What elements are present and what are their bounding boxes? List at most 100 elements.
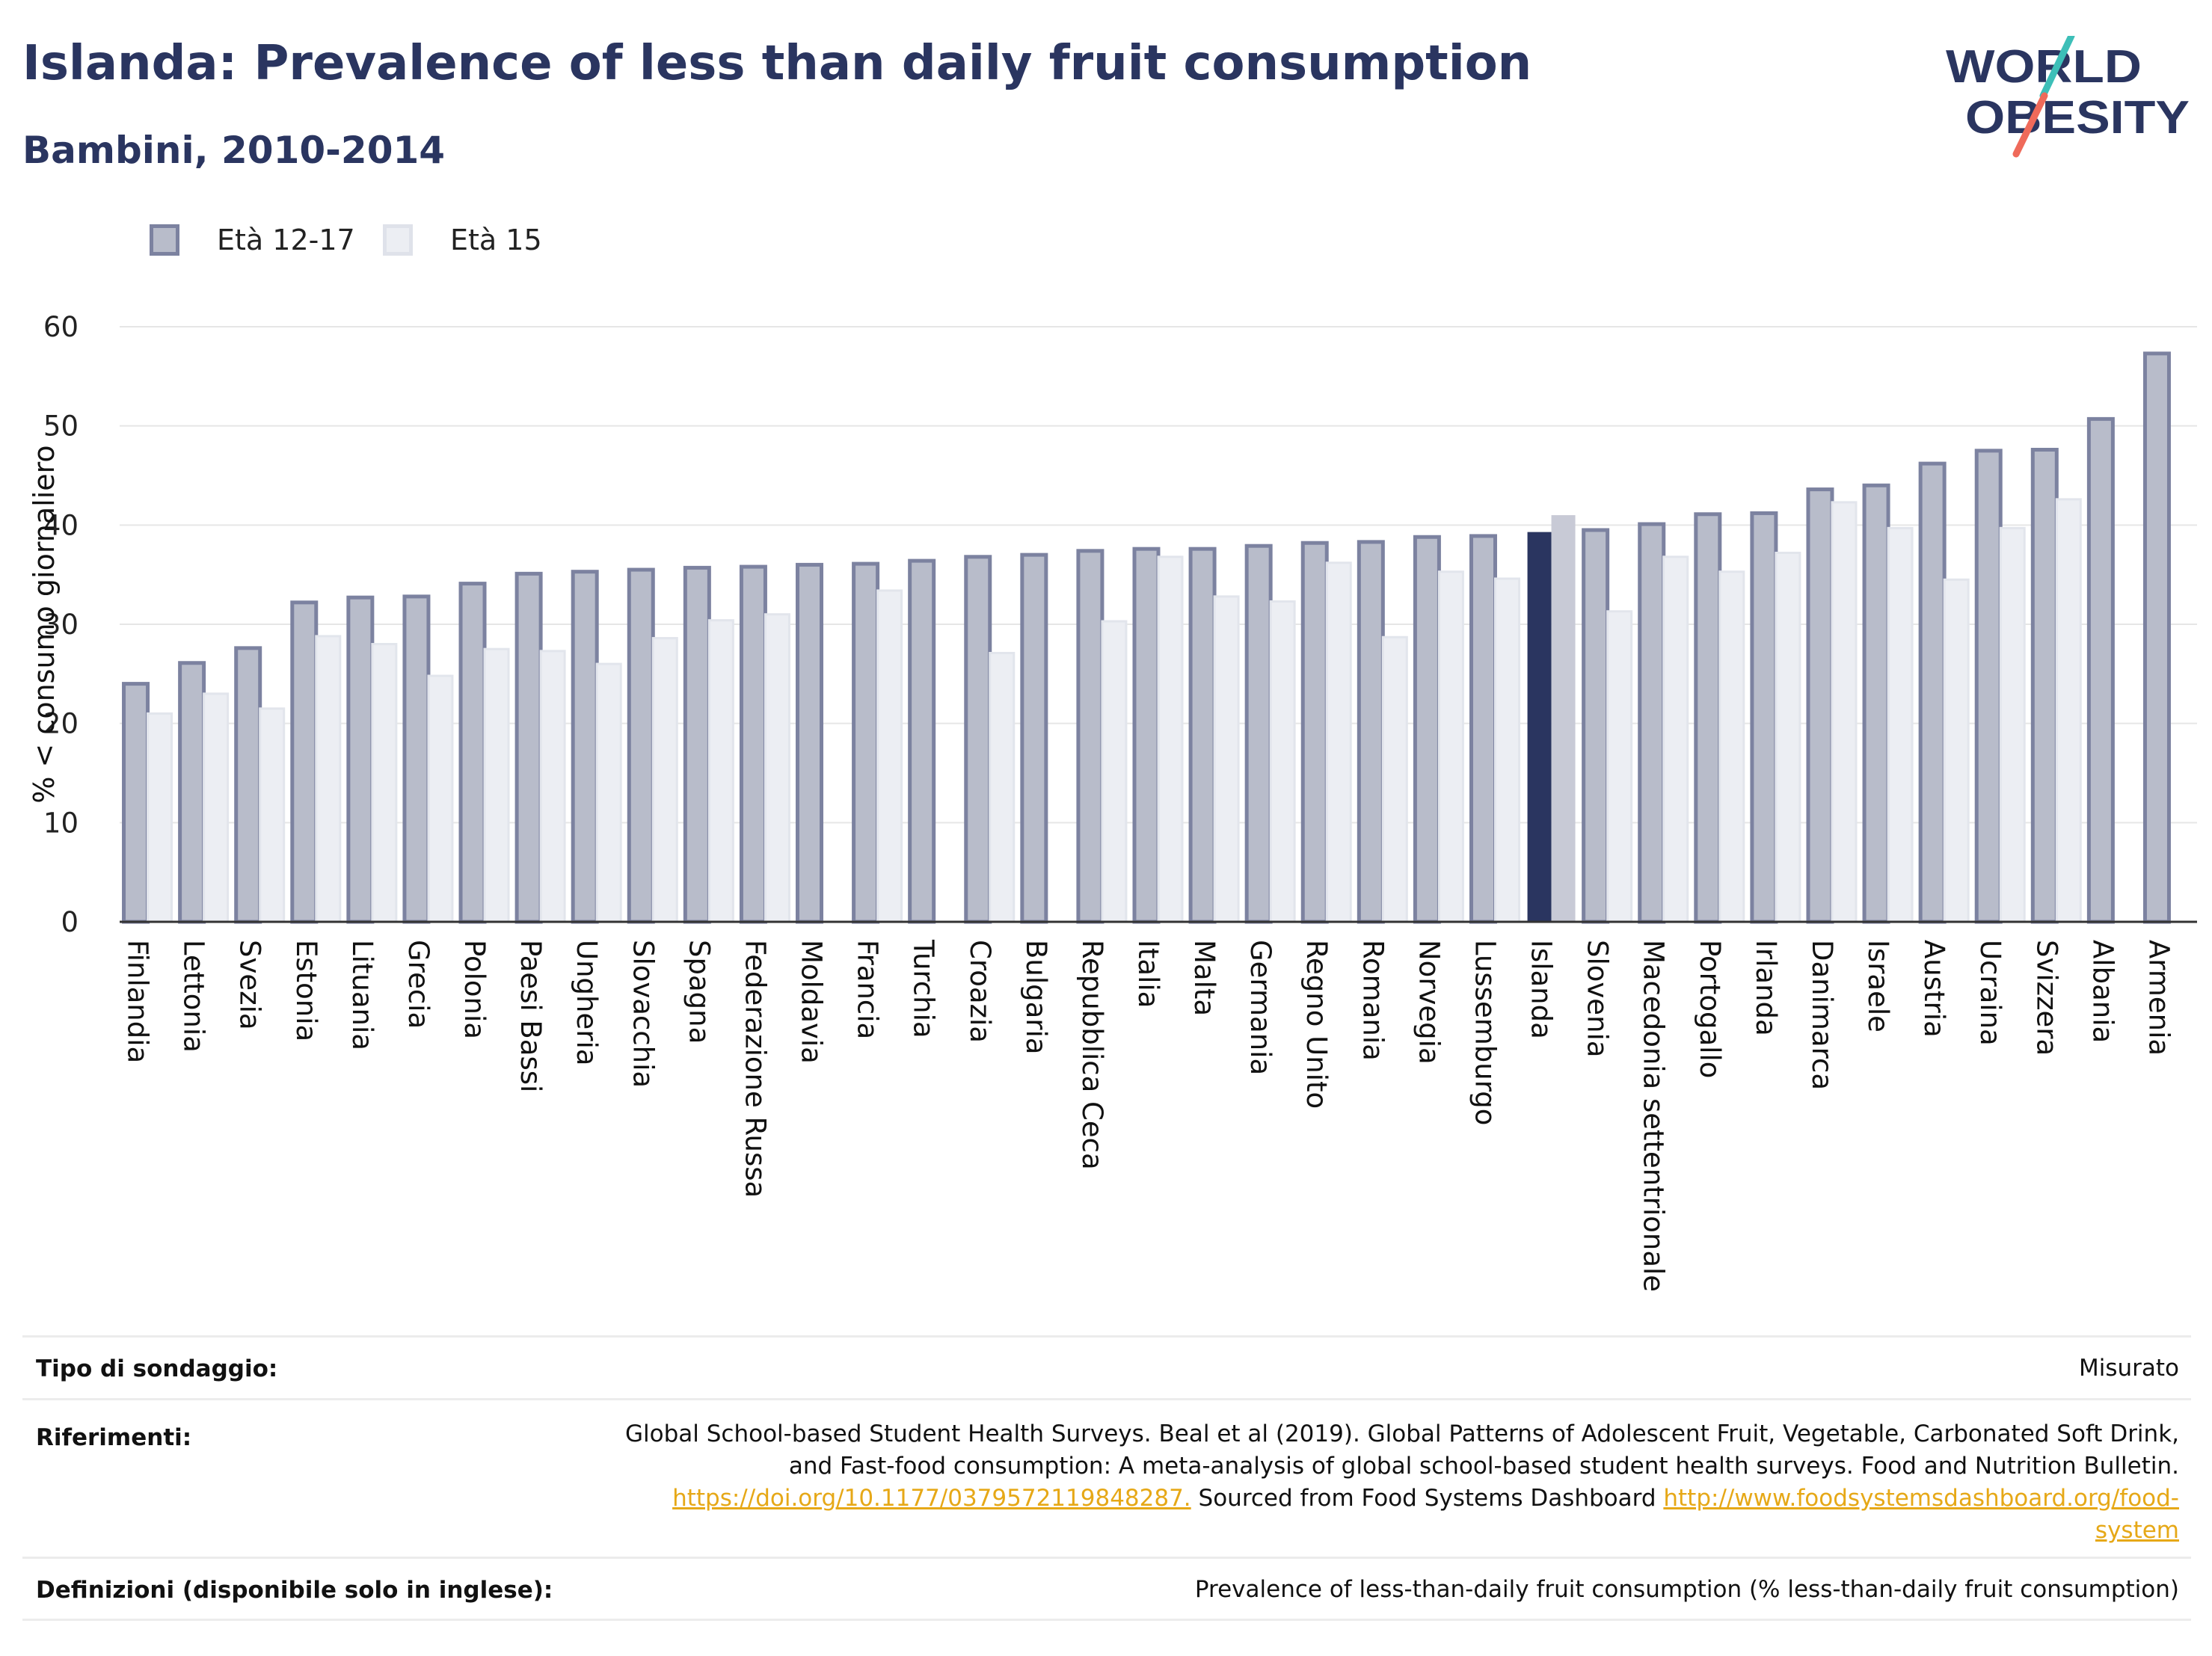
bar-age-12-17[interactable] [1638, 522, 1666, 924]
bar-age-15[interactable] [1718, 570, 1745, 923]
page-title: Islanda: Prevalence of less than daily f… [22, 36, 1532, 91]
bar-age-12-17[interactable] [683, 565, 711, 924]
bar-age-12-17[interactable] [627, 567, 655, 924]
bar-age-12-17[interactable] [346, 595, 375, 924]
x-tick-label: Albania [2086, 940, 2119, 1043]
bar-age-12-17[interactable] [1750, 511, 1778, 924]
bar-age-12-17[interactable] [458, 582, 487, 924]
bar-age-15[interactable] [1493, 577, 1520, 923]
bar-age-15[interactable] [1999, 526, 2026, 923]
bar-age-12-17[interactable] [178, 661, 206, 924]
bar-age-12-17[interactable] [1527, 532, 1552, 922]
bar-age-12-17[interactable] [571, 570, 599, 924]
x-tick-label: Bulgaria [1020, 940, 1052, 1054]
bar-age-12-17[interactable] [1413, 535, 1441, 924]
bar-age-12-17[interactable] [2030, 448, 2059, 924]
x-tick-label: Armenia [2142, 940, 2175, 1056]
x-tick-label: Austria [1918, 940, 1950, 1038]
bar-age-12-17[interactable] [1582, 528, 1610, 924]
bar-age-15[interactable] [147, 712, 173, 923]
y-tick-label: 20 [43, 708, 79, 740]
x-tick-label: Repubblica Ceca [1076, 940, 1108, 1170]
bar-age-12-17[interactable] [908, 558, 936, 924]
bar-age-12-17[interactable] [1918, 461, 1947, 924]
x-tick-label: Macedonia settentrionale [1638, 940, 1670, 1292]
bar-age-15[interactable] [483, 647, 510, 923]
dashboard-link-cont[interactable]: system [2095, 1517, 2179, 1544]
x-tick-label: Finlandia [122, 940, 154, 1063]
bar-age-12-17[interactable] [796, 562, 824, 924]
bar-age-15[interactable] [1831, 501, 1858, 923]
x-tick-label: Polonia [458, 940, 491, 1039]
bar-age-12-17[interactable] [1862, 483, 1890, 924]
bar-age-15[interactable] [1325, 561, 1352, 923]
bar-age-15[interactable] [1101, 620, 1128, 923]
bar-age-12-17[interactable] [964, 555, 992, 924]
bar-age-15[interactable] [876, 589, 903, 923]
bar-age-15[interactable] [707, 619, 734, 923]
legend-swatch-series2 [383, 224, 413, 256]
bar-age-15[interactable] [651, 637, 678, 923]
logo-slash-teal [2039, 36, 2075, 99]
bar-age-12-17[interactable] [122, 682, 150, 924]
dashboard-link[interactable]: http://www.foodsystemsdashboard.org/food… [1663, 1485, 2179, 1512]
world-obesity-logo[interactable]: WORLD OBESITY [1944, 36, 2199, 163]
x-tick-label: Norvegia [1413, 940, 1445, 1065]
bar-age-15[interactable] [1381, 635, 1408, 923]
bar-age-12-17[interactable] [1076, 549, 1105, 924]
bar-age-15[interactable] [427, 674, 454, 923]
bar-age-12-17[interactable] [1188, 547, 1217, 924]
bar-age-12-17[interactable] [2086, 416, 2115, 924]
bar-age-12-17[interactable] [1020, 552, 1048, 924]
bar-age-15[interactable] [1213, 595, 1240, 923]
bar-age-15[interactable] [539, 650, 566, 923]
bar-age-12-17[interactable] [1694, 512, 1722, 924]
doi-link[interactable]: https://doi.org/10.1177/0379572119848287… [672, 1485, 1191, 1512]
bar-age-15[interactable] [1887, 526, 1914, 923]
y-tick-label: 40 [43, 509, 79, 541]
bar-age-12-17[interactable] [852, 561, 880, 924]
bar-age-15[interactable] [595, 662, 622, 923]
x-tick-label: Romania [1357, 940, 1389, 1061]
bar-age-15[interactable] [203, 692, 230, 923]
bar-age-12-17[interactable] [1244, 544, 1273, 924]
bar-age-12-17[interactable] [1300, 541, 1329, 924]
bar-age-12-17[interactable] [1974, 449, 2003, 924]
bar-age-12-17[interactable] [290, 600, 319, 924]
bar-age-15[interactable] [1775, 551, 1801, 923]
x-tick-label: Islanda [1526, 940, 1558, 1039]
x-tick-label: Moldavia [796, 940, 828, 1064]
bar-age-12-17[interactable] [514, 571, 543, 924]
bar-age-15[interactable] [1157, 555, 1184, 923]
bar-age-15[interactable] [989, 651, 1016, 923]
bar-age-12-17[interactable] [1806, 487, 1834, 924]
y-tick-label: 60 [43, 311, 79, 343]
references-line-2: and Fast-food consumption: A meta-analys… [788, 1453, 2179, 1480]
info-value-references: Global School-based Student Health Surve… [625, 1418, 2179, 1547]
bar-age-12-17[interactable] [739, 564, 767, 924]
x-tick-label: Regno Unito [1300, 940, 1333, 1109]
page-subtitle: Bambini, 2010-2014 [22, 129, 446, 172]
bar-age-15[interactable] [1437, 570, 1464, 923]
x-tick-label: Ucraina [1974, 940, 2006, 1046]
bar-age-15[interactable] [1269, 600, 1296, 923]
bar-age-15[interactable] [1606, 610, 1633, 923]
bar-age-12-17[interactable] [402, 594, 431, 924]
bar-age-12-17[interactable] [234, 646, 262, 924]
bar-age-12-17[interactable] [2142, 351, 2171, 924]
bar-age-15[interactable] [1943, 578, 1970, 923]
bar-age-15[interactable] [764, 613, 790, 923]
y-tick-label: 50 [43, 410, 79, 443]
bar-age-15[interactable] [2055, 498, 2082, 923]
bar-age-15[interactable] [259, 707, 286, 923]
bar-age-15[interactable] [1551, 515, 1576, 922]
x-tick-label: Francia [852, 940, 884, 1039]
bar-age-12-17[interactable] [1357, 540, 1385, 924]
bar-age-15[interactable] [315, 635, 342, 923]
x-tick-label: Grecia [402, 940, 434, 1029]
bar-age-15[interactable] [371, 643, 398, 923]
x-tick-label: Israele [1862, 940, 1894, 1032]
bar-age-12-17[interactable] [1469, 534, 1497, 924]
bar-age-15[interactable] [1662, 555, 1689, 923]
bar-age-12-17[interactable] [1132, 547, 1161, 924]
